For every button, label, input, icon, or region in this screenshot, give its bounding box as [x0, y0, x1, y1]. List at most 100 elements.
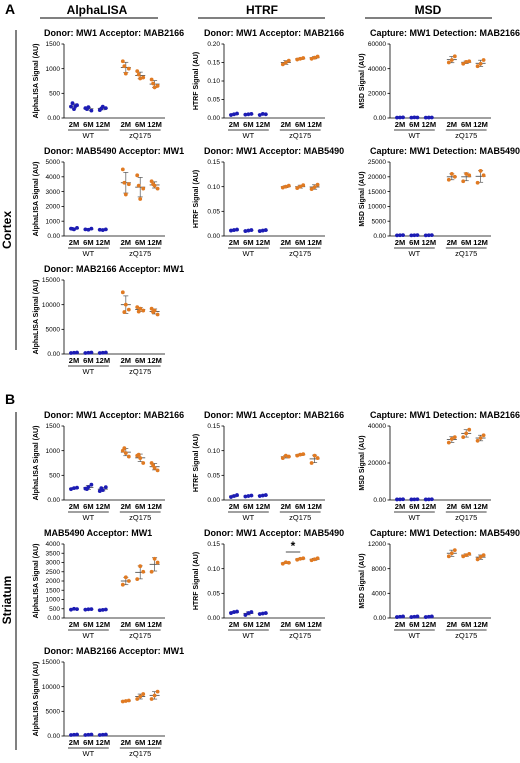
data-point: [70, 101, 75, 106]
data-point: [478, 61, 483, 66]
data-point: [395, 497, 399, 502]
data-point: [84, 487, 89, 492]
data-point: [155, 312, 160, 317]
data-point: [86, 227, 91, 232]
y-tick-label: 0.15: [207, 423, 220, 430]
data-point: [449, 58, 454, 62]
x-tick-label: 2M: [69, 620, 79, 629]
chart-title: Donor: MAB5490 Acceptor: MW1: [44, 146, 184, 156]
x-tick-label: 12M: [307, 238, 322, 247]
x-tick-label: 6M: [83, 738, 93, 747]
data-point: [301, 452, 306, 457]
x-tick-label: 12M: [95, 620, 110, 629]
data-point: [395, 615, 399, 619]
data-point: [86, 607, 91, 612]
data-point: [141, 186, 146, 191]
data-point: [295, 186, 300, 191]
data-point: [249, 610, 254, 614]
y-tick-label: 2000: [46, 578, 61, 585]
y-tick-label: 5000: [46, 159, 61, 166]
data-point: [103, 732, 108, 737]
data-point: [412, 614, 417, 619]
y-tick-label: 10000: [368, 204, 386, 211]
data-point: [452, 174, 457, 179]
data-point: [138, 456, 143, 460]
data-point: [69, 487, 73, 492]
data-point: [229, 495, 233, 499]
y-tick-label: 0.15: [207, 541, 220, 548]
data-point: [295, 557, 300, 562]
x-tick-label: 12M: [421, 620, 436, 629]
y-tick-label: 0.00: [47, 733, 60, 740]
data-point: [122, 310, 127, 314]
data-point: [83, 227, 88, 232]
x-tick-label: 12M: [421, 502, 436, 511]
group-label-zq175: zQ175: [289, 513, 311, 522]
y-tick-label: 0.05: [207, 97, 220, 104]
data-point: [263, 611, 268, 615]
data-point: [136, 72, 141, 77]
chart-title: MAB5490 Acceptor: MW1: [44, 528, 152, 538]
x-tick-label: 2M: [281, 238, 291, 247]
data-point: [235, 493, 239, 497]
data-point: [280, 185, 285, 190]
y-tick-label: 1500: [46, 41, 61, 48]
x-tick-label: 6M: [295, 120, 305, 129]
data-point: [136, 309, 141, 314]
data-point: [103, 607, 108, 612]
data-point: [138, 564, 143, 569]
x-tick-label: 12M: [255, 120, 270, 129]
data-point: [126, 182, 131, 187]
data-point: [283, 560, 288, 565]
data-point: [75, 350, 79, 355]
data-point: [429, 614, 434, 619]
chart-title: Capture: MW1 Detection: MAB2166: [370, 410, 520, 420]
data-point: [138, 306, 143, 311]
data-point: [135, 697, 140, 701]
y-tick-label: 4000: [372, 591, 387, 598]
data-point: [423, 233, 428, 238]
data-point: [452, 548, 457, 553]
group-label-zq175: zQ175: [289, 631, 311, 640]
data-point: [151, 81, 156, 86]
data-point: [69, 351, 73, 355]
data-point: [126, 579, 131, 583]
data-point: [126, 66, 131, 71]
group-label-wt: WT: [243, 131, 255, 140]
chart-panel: Donor: MW1 Acceptor: MAB2166 HTRF Signal …: [193, 28, 344, 140]
y-tick-label: 0.00: [47, 615, 60, 622]
data-point: [315, 54, 320, 59]
data-point: [83, 733, 88, 737]
x-tick-label: 12M: [473, 238, 488, 247]
y-tick-label: 0.00: [373, 233, 386, 240]
data-point: [89, 482, 94, 487]
data-point: [126, 698, 131, 703]
x-tick-label: 2M: [229, 502, 239, 511]
data-point: [99, 106, 104, 111]
x-tick-label: 2M: [69, 356, 79, 365]
data-point: [100, 228, 105, 232]
x-tick-label: 6M: [461, 238, 471, 247]
data-point: [464, 59, 469, 64]
data-point: [395, 233, 399, 238]
data-point: [409, 233, 414, 238]
data-point: [151, 182, 156, 187]
x-tick-label: 12M: [95, 238, 110, 247]
x-tick-label: 12M: [147, 120, 162, 129]
x-tick-label: 2M: [281, 502, 291, 511]
x-tick-label: 6M: [83, 120, 93, 129]
data-point: [301, 556, 306, 561]
data-point: [426, 115, 431, 120]
x-tick-label: 6M: [461, 502, 471, 511]
y-tick-label: 5000: [372, 218, 387, 225]
x-tick-label: 6M: [409, 238, 419, 247]
chart-panel: Donor: MAB2166 Acceptor: MW1 AlphaLISA Si…: [33, 646, 184, 758]
y-tick-label: 0.00: [47, 351, 60, 358]
data-point: [86, 732, 91, 737]
data-point: [409, 497, 414, 502]
data-point: [235, 111, 239, 116]
y-tick-label: 0.00: [207, 233, 220, 240]
y-tick-label: 4000: [46, 541, 61, 548]
data-point: [89, 226, 94, 231]
data-point: [155, 84, 160, 88]
